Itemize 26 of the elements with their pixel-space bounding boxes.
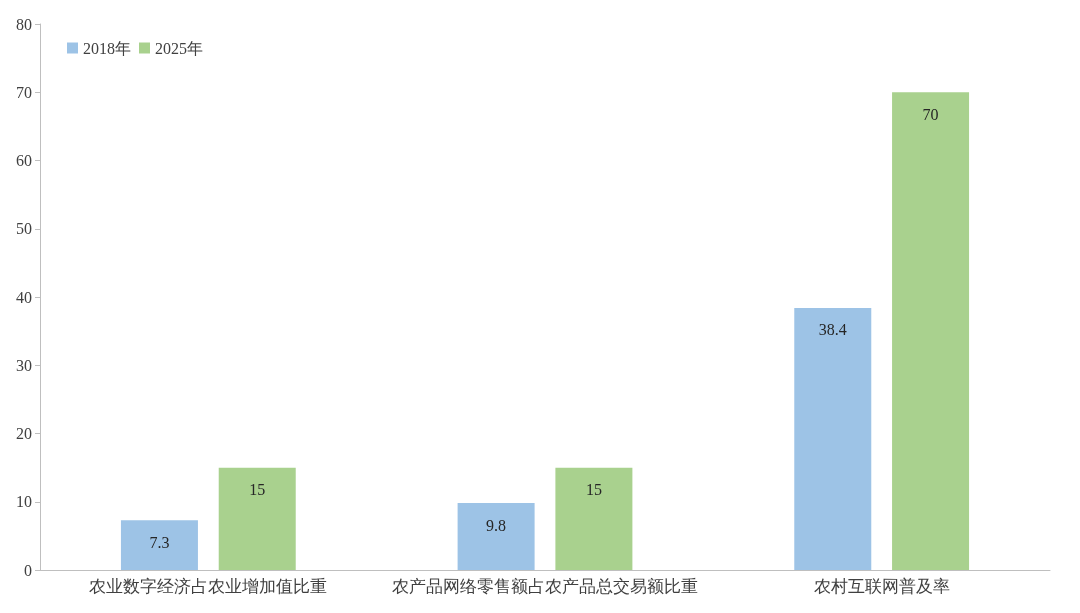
y-tick-label: 60 [16, 152, 32, 169]
x-tick-label: 农业数字经济占农业增加值比重 [89, 577, 328, 596]
data-label: 38.4 [818, 321, 847, 339]
data-label: 7.3 [149, 533, 170, 551]
y-tick-label: 70 [16, 83, 32, 101]
y-tick-label: 40 [16, 288, 32, 306]
legend-label: 2018年 [83, 39, 131, 57]
y-tick-label: 80 [16, 15, 32, 33]
bar [120, 520, 198, 570]
bar [457, 503, 535, 570]
y-tick-label: 0 [24, 561, 32, 579]
legend-label: 2025年 [155, 39, 203, 57]
x-tick-label: 农产品网络零售额占农产品总交易额比重 [392, 577, 698, 596]
y-tick-label: 20 [16, 425, 32, 442]
y-tick-label: 10 [16, 493, 32, 511]
y-tick-label: 50 [16, 220, 32, 238]
x-tick-label: 农村互联网普及率 [813, 577, 950, 596]
data-label: 15 [249, 481, 266, 499]
data-label: 9.8 [486, 516, 507, 534]
bar [794, 307, 872, 570]
bar [555, 467, 633, 570]
bar [218, 467, 296, 570]
y-tick-label: 30 [16, 356, 32, 374]
data-label: 15 [585, 481, 602, 499]
bar [892, 92, 970, 570]
data-label: 70 [922, 105, 939, 123]
